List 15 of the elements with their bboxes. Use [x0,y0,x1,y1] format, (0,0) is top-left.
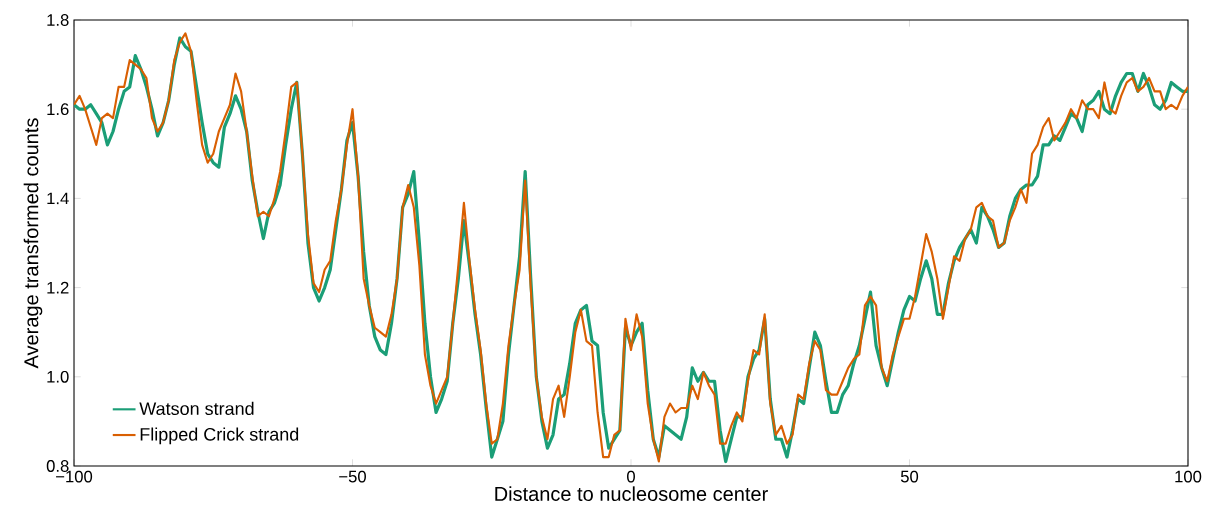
x-tick-label: −50 [339,470,366,483]
legend-label: Watson strand [139,401,254,416]
y-axis-title: Average transformed counts [23,118,43,369]
legend-label: Flipped Crick strand [140,427,299,445]
x-tick-label: 50 [900,470,919,483]
x-tick-label: −100 [56,470,93,483]
y-tick-label: 1.8 [47,14,69,26]
y-tick-label: 1.6 [47,103,69,116]
y-tick-label: 1.0 [47,370,69,383]
y-tick-label: 0.8 [46,460,69,472]
y-tick-label: 1.2 [47,281,69,294]
y-tick-label: 1.4 [47,192,69,205]
x-axis-title: Distance to nucleosome center [495,486,768,501]
x-tick-label: 0 [627,470,635,483]
x-tick-label: 100 [1175,470,1202,483]
